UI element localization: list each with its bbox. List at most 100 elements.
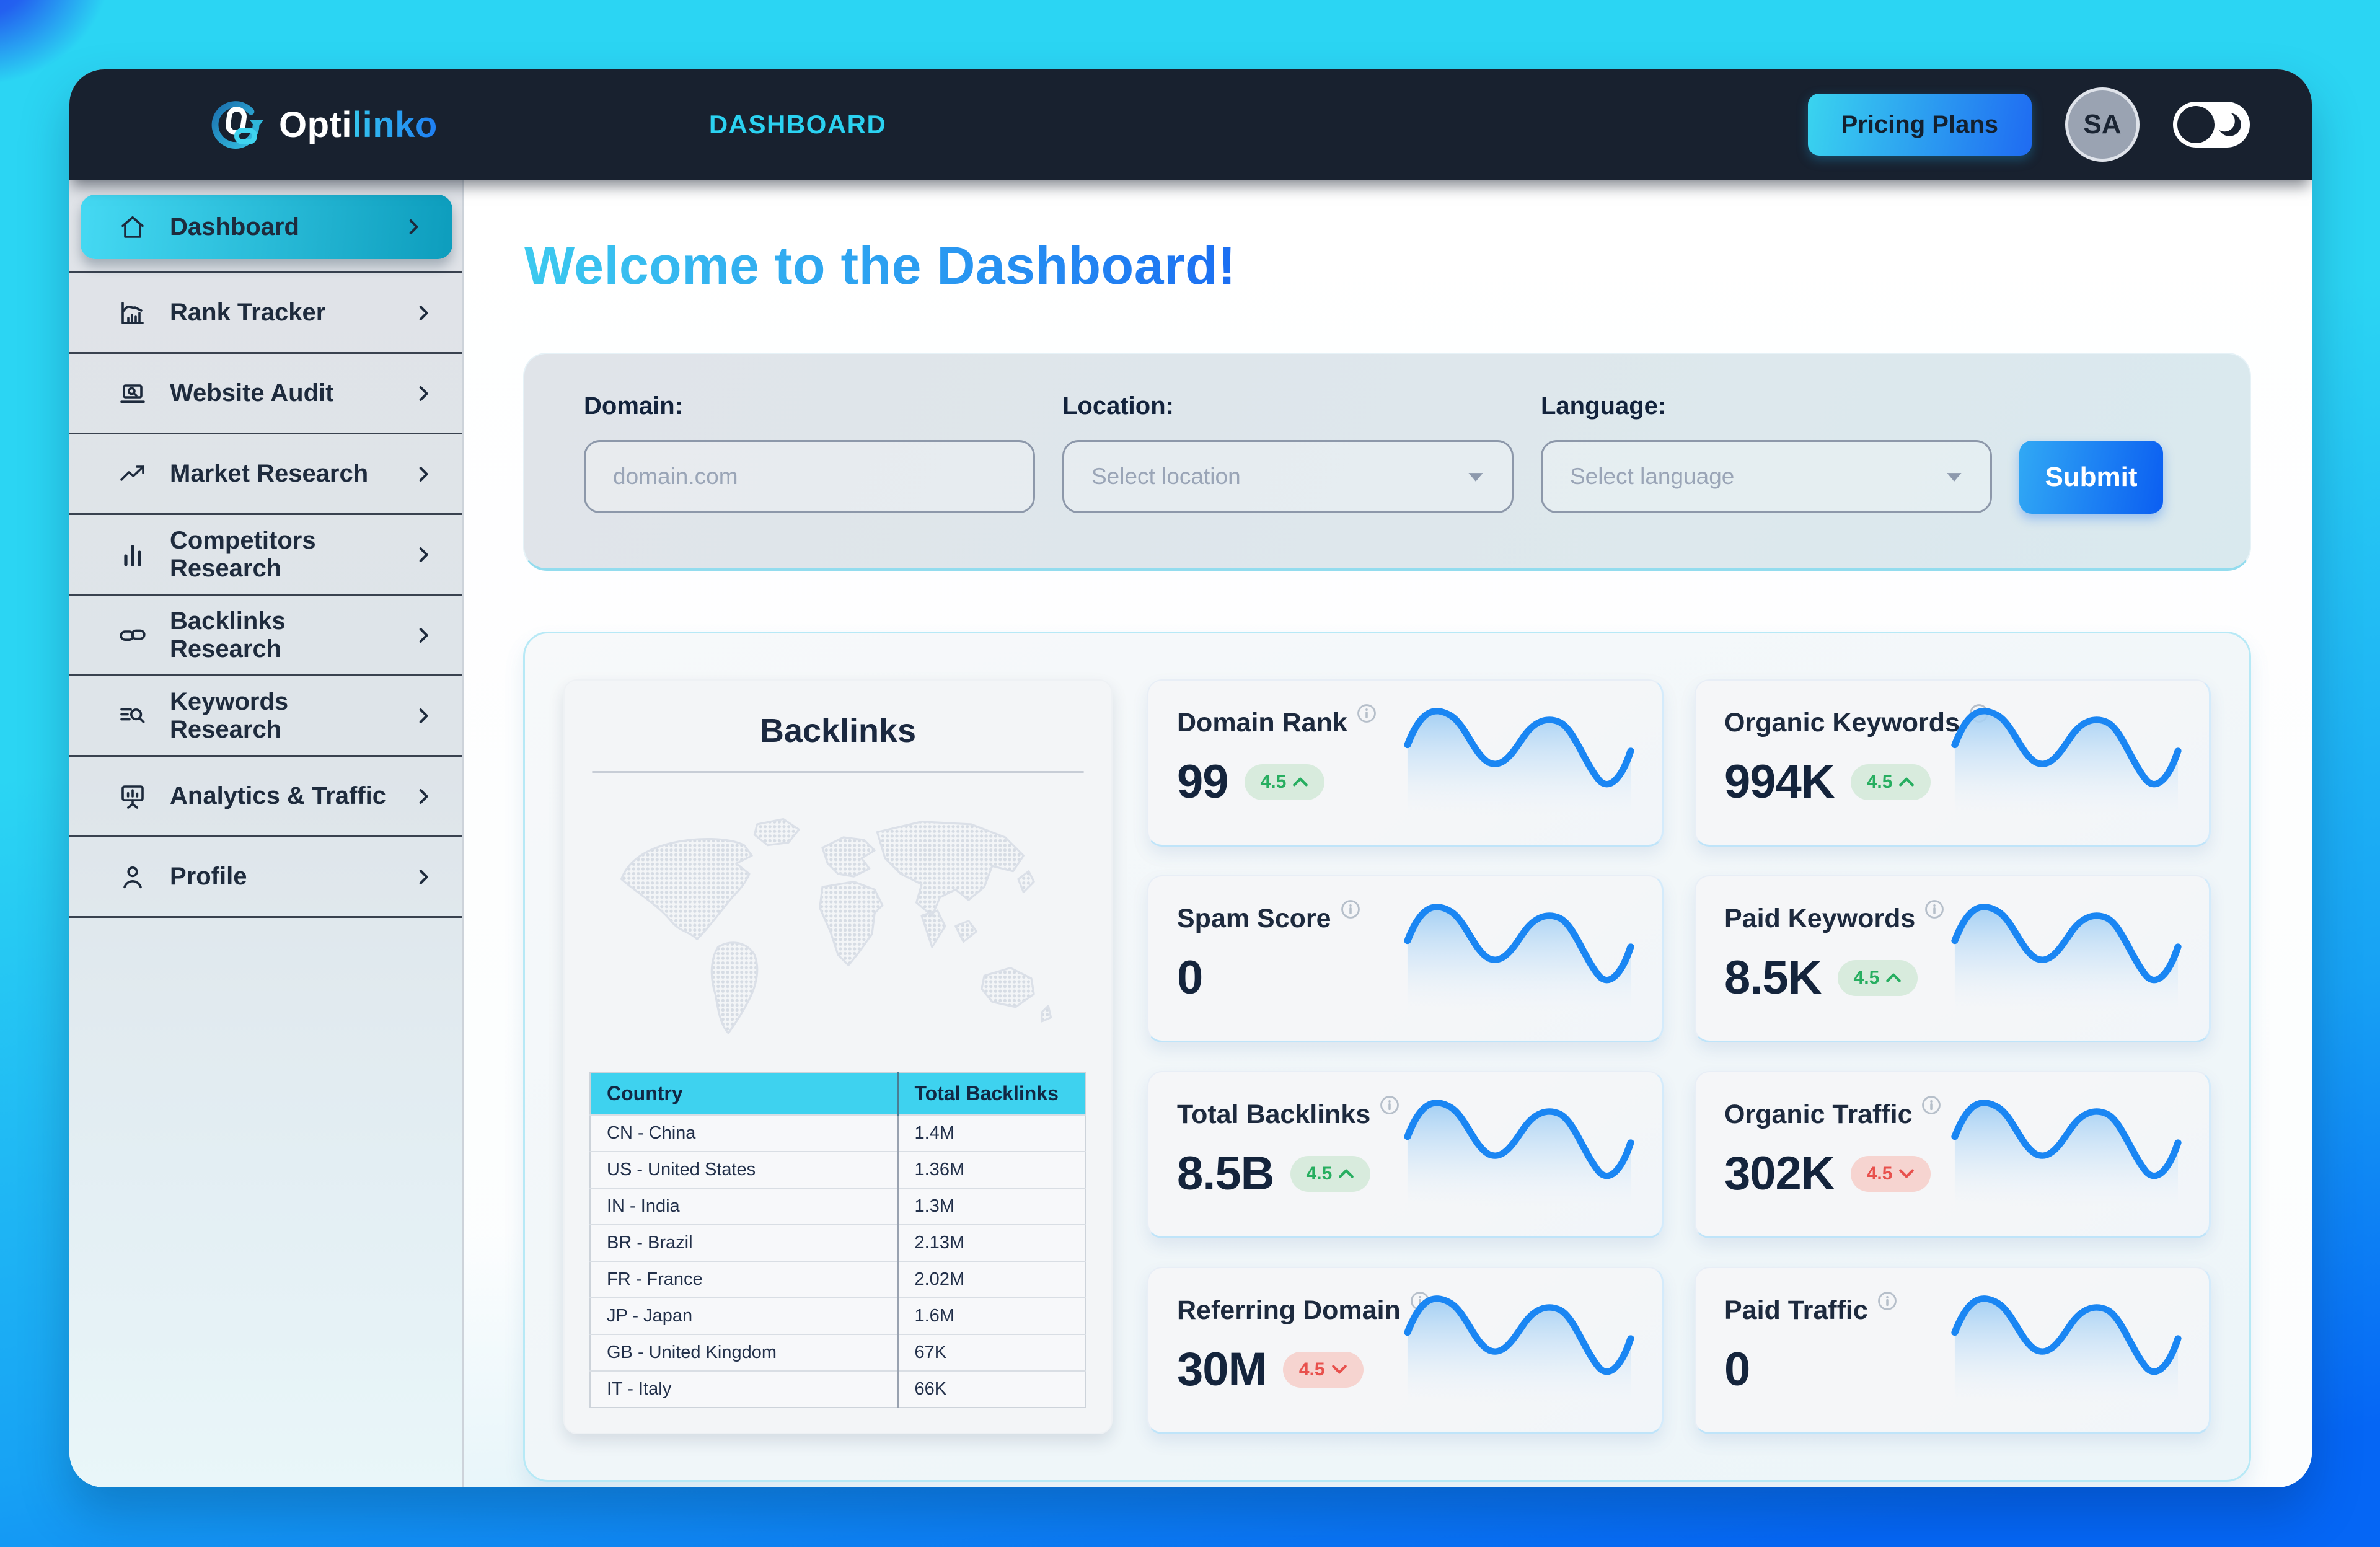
- divider: [592, 771, 1084, 773]
- trend-arrow-icon: [1899, 1169, 1915, 1178]
- stat-card-title: Paid Keywords: [1724, 904, 1916, 933]
- sparkline-chart: [1951, 1295, 2182, 1414]
- sidebar-item-rank-tracker[interactable]: Rank Tracker: [69, 273, 462, 352]
- sidebar-row: Rank Tracker: [69, 273, 462, 354]
- sidebar-row: Website Audit: [69, 354, 462, 434]
- sidebar-item-market-research[interactable]: Market Research: [69, 434, 462, 513]
- stat-card-spam-score: Spam Score 0: [1147, 875, 1664, 1042]
- trend-arrow-icon: [1293, 777, 1308, 787]
- location-select[interactable]: Select location: [1062, 440, 1514, 513]
- rank-icon: [118, 298, 148, 328]
- language-select[interactable]: Select language: [1541, 440, 1992, 513]
- table-row: US - United States 1.36M: [590, 1151, 1086, 1188]
- keywords-icon: [118, 701, 148, 731]
- stat-card-title: Organic Traffic: [1724, 1100, 1913, 1129]
- backlinks-panel: Backlinks: [563, 679, 1113, 1434]
- domain-label: Domain:: [584, 392, 683, 420]
- sidebar-item-dashboard[interactable]: Dashboard: [81, 195, 452, 259]
- sidebar-item-label: Dashboard: [170, 213, 299, 240]
- stat-card-paid-traffic: Paid Traffic 0: [1695, 1267, 2211, 1434]
- avatar[interactable]: SA: [2065, 87, 2140, 162]
- sidebar-item-competitors-research[interactable]: Competitors Research: [69, 515, 462, 594]
- sidebar-row: Analytics & Traffic: [69, 757, 462, 837]
- table-row: GB - United Kingdom 67K: [590, 1334, 1086, 1371]
- chevron-right-icon: [413, 866, 434, 888]
- audit-icon: [118, 379, 148, 408]
- table-cell-country: IN - India: [590, 1188, 899, 1225]
- stat-card-referring-domain: Referring Domain 30M 4.5: [1147, 1267, 1664, 1434]
- sparkline-chart: [1404, 708, 1634, 826]
- table-cell-country: US - United States: [590, 1151, 899, 1188]
- logo-icon: [206, 95, 265, 154]
- table-cell-total-backlinks: 67K: [897, 1334, 1086, 1371]
- info-icon[interactable]: [1877, 1290, 1898, 1311]
- trend-arrow-icon: [1331, 1365, 1347, 1374]
- stat-card-domain-rank: Domain Rank 99 4.5: [1147, 679, 1664, 847]
- stat-card-organic-traffic: Organic Traffic 302K 4.5: [1695, 1071, 2211, 1238]
- world-map: [589, 773, 1086, 1072]
- backlinks-icon: [118, 620, 148, 650]
- trend-badge-value: 4.5: [1853, 967, 1880, 988]
- dropdown-arrow-icon: [1946, 471, 1963, 483]
- table-body: CN - China 1.4M US - United States 1.36M…: [590, 1114, 1086, 1408]
- sidebar-row: Dashboard: [69, 195, 462, 273]
- logo-text-primary: Opti: [279, 104, 352, 145]
- backlinks-table: Country Total Backlinks CN - China 1.4M …: [589, 1072, 1086, 1408]
- table-row: IT - Italy 66K: [590, 1370, 1086, 1408]
- stat-card-title: Referring Domain: [1177, 1295, 1401, 1325]
- stat-card-value: 994K: [1724, 756, 1835, 808]
- competitors-icon: [118, 540, 148, 570]
- sidebar-item-profile[interactable]: Profile: [69, 837, 462, 916]
- sidebar-item-keywords-research[interactable]: Keywords Research: [69, 676, 462, 755]
- table-header-country: Country: [590, 1072, 899, 1115]
- moon-icon: [2213, 109, 2244, 140]
- table-row: CN - China 1.4M: [590, 1114, 1086, 1152]
- info-icon[interactable]: [1924, 899, 1945, 920]
- profile-icon: [118, 862, 148, 892]
- top-navbar: Optilinko DASHBOARD Pricing Plans SA: [69, 69, 2312, 180]
- info-icon[interactable]: [1379, 1095, 1400, 1116]
- sidebar-item-label: Competitors Research: [170, 526, 316, 582]
- stat-card-value: 8.5K: [1724, 951, 1822, 1004]
- submit-button[interactable]: Submit: [2019, 441, 2163, 514]
- sidebar-item-label: Rank Tracker: [170, 299, 326, 326]
- table-header-total-backlinks: Total Backlinks: [897, 1072, 1086, 1115]
- home-icon: [118, 212, 148, 242]
- domain-input[interactable]: [584, 440, 1035, 513]
- language-label: Language:: [1541, 392, 1667, 420]
- trend-badge-value: 4.5: [1260, 771, 1287, 792]
- info-icon[interactable]: [1356, 703, 1377, 724]
- sidebar-row: Competitors Research: [69, 515, 462, 596]
- location-placeholder: Select location: [1091, 464, 1241, 489]
- stat-card-value: 99: [1177, 756, 1229, 808]
- chevron-right-icon: [413, 544, 434, 565]
- chevron-right-icon: [413, 705, 434, 726]
- table-cell-total-backlinks: 1.36M: [897, 1151, 1086, 1188]
- sidebar-item-label: Analytics & Traffic: [170, 782, 387, 809]
- chevron-right-icon: [413, 786, 434, 807]
- sidebar-item-website-audit[interactable]: Website Audit: [69, 354, 462, 433]
- table-cell-country: BR - Brazil: [590, 1224, 899, 1261]
- info-icon[interactable]: [1921, 1095, 1942, 1116]
- stat-card-title: Spam Score: [1177, 904, 1331, 933]
- sidebar-item-label: Keywords Research: [170, 687, 289, 743]
- dropdown-arrow-icon: [1467, 471, 1484, 483]
- stat-card-value: 8.5B: [1177, 1147, 1275, 1200]
- table-cell-total-backlinks: 1.6M: [897, 1297, 1086, 1334]
- chevron-right-icon: [413, 302, 434, 324]
- sidebar-item-analytics-traffic[interactable]: Analytics & Traffic: [69, 757, 462, 835]
- theme-toggle[interactable]: [2173, 102, 2250, 148]
- toggle-knob: [2177, 106, 2215, 143]
- sparkline-chart: [1951, 1100, 2182, 1218]
- dashboard-panel: Backlinks: [523, 632, 2251, 1482]
- sidebar-item-label: Profile: [170, 863, 247, 890]
- table-cell-total-backlinks: 66K: [897, 1370, 1086, 1408]
- location-label: Location:: [1062, 392, 1174, 420]
- sidebar-item-backlinks-research[interactable]: Backlinks Research: [69, 596, 462, 674]
- info-icon[interactable]: [1340, 899, 1361, 920]
- sidebar-row: Keywords Research: [69, 676, 462, 757]
- submit-field: Submit: [2019, 392, 2163, 514]
- stat-card-title: Paid Traffic: [1724, 1295, 1868, 1325]
- pricing-plans-button[interactable]: Pricing Plans: [1807, 94, 2032, 156]
